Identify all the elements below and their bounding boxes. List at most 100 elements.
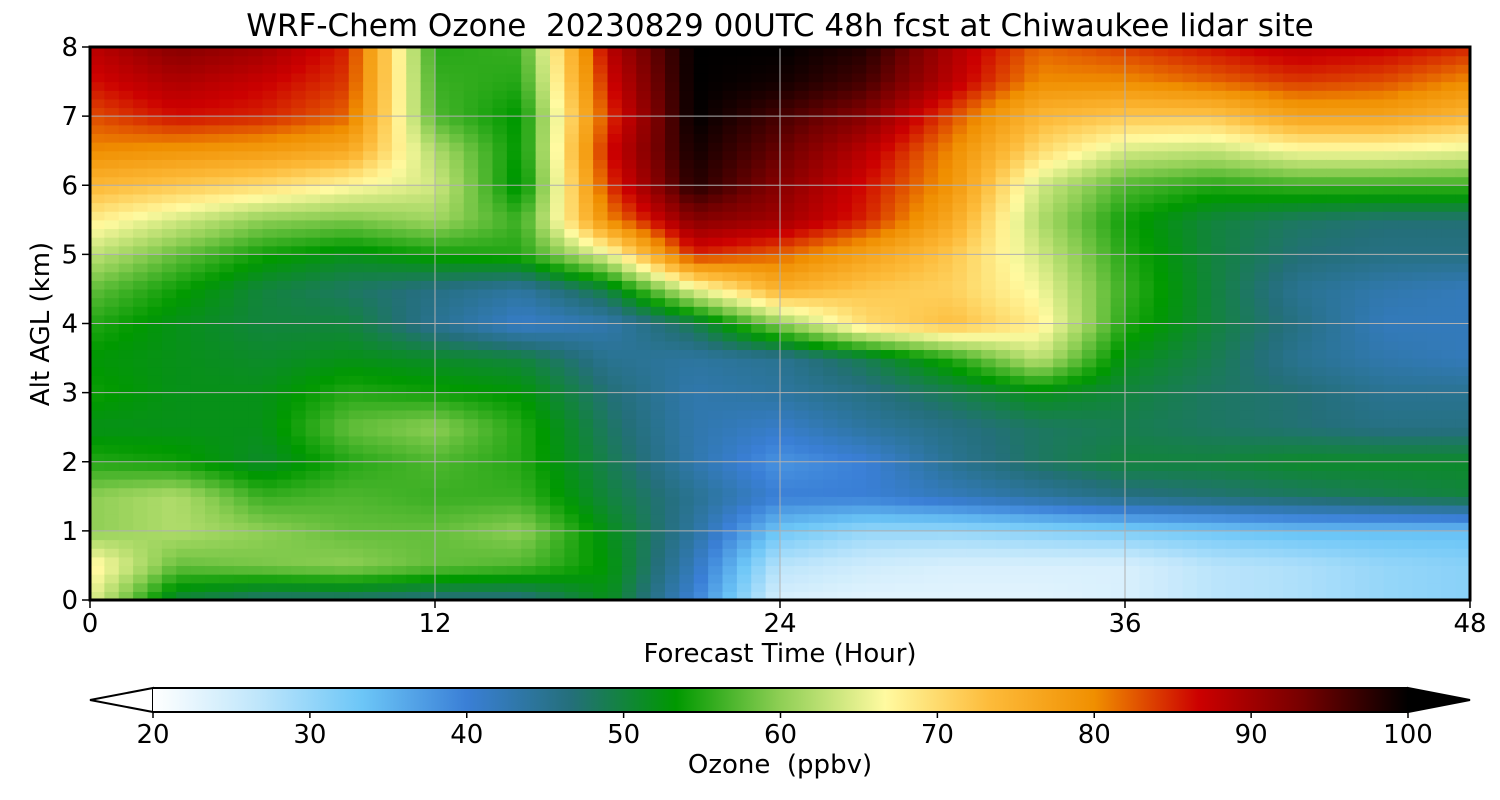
heatmap-cell	[305, 548, 321, 558]
heatmap-cell	[1196, 530, 1212, 541]
heatmap-cell	[823, 185, 839, 195]
heatmap-cell	[1110, 435, 1126, 446]
heatmap-cell	[205, 349, 220, 359]
heatmap-cell	[521, 245, 537, 255]
heatmap-cell	[650, 427, 666, 437]
heatmap-cell	[765, 116, 781, 126]
heatmap-cell	[909, 574, 925, 584]
heatmap-cell	[708, 64, 724, 74]
heatmap-cell	[320, 470, 335, 480]
heatmap-cell	[1153, 116, 1169, 126]
heatmap-cell	[219, 496, 235, 506]
heatmap-cell	[952, 159, 968, 169]
heatmap-cell	[363, 116, 379, 126]
heatmap-cell	[837, 461, 853, 471]
heatmap-cell	[449, 314, 465, 325]
heatmap-cell	[880, 47, 896, 57]
heatmap-cell	[851, 435, 867, 446]
heatmap-cell	[621, 142, 637, 152]
heatmap-cell	[995, 263, 1011, 273]
heatmap-cell	[794, 401, 810, 411]
heatmap-cell	[765, 55, 781, 65]
heatmap-cell	[320, 306, 335, 316]
heatmap-cell	[435, 176, 450, 186]
heatmap-cell	[1096, 133, 1112, 143]
heatmap-cell	[550, 47, 565, 57]
heatmap-cell	[722, 340, 738, 351]
heatmap-cell	[535, 548, 551, 558]
heatmap-cell	[233, 150, 249, 160]
heatmap-cell	[133, 211, 149, 221]
heatmap-cell	[736, 254, 752, 264]
heatmap-cell	[1196, 358, 1212, 368]
heatmap-cell	[420, 470, 436, 480]
heatmap-cell	[923, 496, 939, 506]
heatmap-cell	[966, 366, 982, 376]
heatmap-cell	[981, 280, 997, 290]
heatmap-cell	[708, 556, 724, 567]
heatmap-cell	[478, 444, 494, 454]
heatmap-cell	[535, 444, 551, 454]
heatmap-cell	[1067, 513, 1083, 523]
heatmap-cell	[320, 461, 335, 471]
heatmap-cell	[895, 64, 910, 74]
heatmap-cell	[521, 591, 537, 601]
heatmap-cell	[823, 461, 839, 471]
heatmap-cell	[708, 228, 724, 238]
heatmap-cell	[219, 211, 235, 221]
heatmap-cell	[291, 435, 307, 446]
heatmap-cell	[406, 297, 422, 307]
heatmap-cell	[578, 461, 594, 471]
heatmap-cell	[492, 254, 508, 264]
heatmap-cell	[248, 142, 264, 152]
heatmap-cell	[1110, 280, 1126, 290]
heatmap-cell	[722, 470, 738, 480]
heatmap-cell	[895, 530, 910, 541]
heatmap-cell	[736, 124, 752, 135]
heatmap-cell	[780, 340, 795, 351]
heatmap-cell	[794, 90, 810, 100]
heatmap-cell	[1053, 435, 1069, 446]
heatmap-cell	[808, 81, 824, 91]
heatmap-cell	[679, 306, 695, 316]
heatmap-cell	[248, 64, 264, 74]
heatmap-cell	[621, 435, 637, 446]
heatmap-cell	[1139, 55, 1155, 65]
heatmap-cell	[1168, 461, 1184, 471]
heatmap-cell	[205, 314, 220, 325]
heatmap-cell	[463, 548, 479, 558]
heatmap-cell	[391, 409, 407, 420]
heatmap-cell	[909, 340, 925, 351]
heatmap-cell	[276, 479, 292, 489]
heatmap-cell	[866, 470, 882, 480]
heatmap-cell	[449, 358, 465, 368]
heatmap-cell	[866, 159, 882, 169]
heatmap-cell	[880, 582, 896, 592]
heatmap-cell	[248, 90, 264, 100]
heatmap-cell	[966, 202, 982, 212]
heatmap-cell	[564, 479, 580, 489]
heatmap-cell	[665, 47, 680, 57]
heatmap-cell	[780, 418, 795, 428]
heatmap-cell	[679, 530, 695, 541]
heatmap-cell	[377, 124, 393, 135]
heatmap-cell	[535, 124, 551, 135]
heatmap-cell	[736, 418, 752, 428]
heatmap-cell	[492, 366, 508, 376]
heatmap-cell	[506, 193, 522, 204]
heatmap-cell	[233, 98, 249, 109]
heatmap-cell	[665, 392, 680, 402]
heatmap-cell	[578, 176, 594, 186]
heatmap-cell	[1067, 556, 1083, 567]
heatmap-cell	[794, 418, 810, 428]
heatmap-cell	[535, 193, 551, 204]
heatmap-cell	[1125, 366, 1140, 376]
heatmap-cell	[880, 193, 896, 204]
heatmap-cell	[823, 237, 839, 247]
heatmap-cell	[722, 237, 738, 247]
heatmap-cell	[420, 591, 436, 601]
heatmap-cell	[780, 409, 795, 420]
heatmap-cell	[593, 487, 609, 497]
heatmap-cell	[1125, 211, 1140, 221]
heatmap-cell	[1024, 392, 1040, 402]
